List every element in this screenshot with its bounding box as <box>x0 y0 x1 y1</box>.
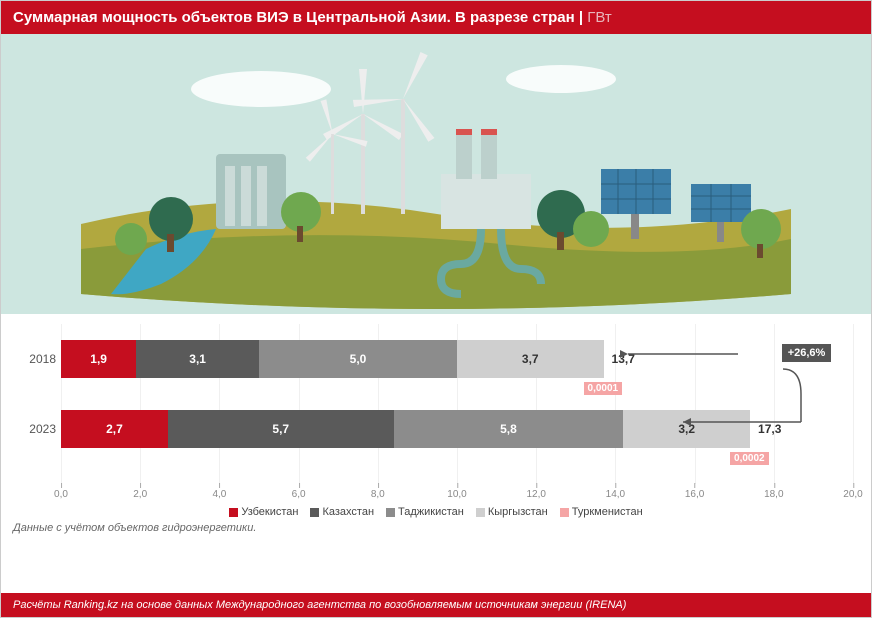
bar-segment: 3,7 <box>457 340 604 378</box>
bar-segment: 3,1 <box>136 340 259 378</box>
chart-area: 0,02,04,06,08,010,012,014,016,018,020,0 2… <box>21 324 851 504</box>
x-tick: 14,0 <box>606 489 625 500</box>
x-tick: 12,0 <box>526 489 545 500</box>
bar-segment: 2,7 <box>61 410 168 448</box>
x-tick: 4,0 <box>212 489 226 500</box>
year-label: 2023 <box>21 422 56 436</box>
x-tick: 0,0 <box>54 489 68 500</box>
x-tick: 6,0 <box>292 489 306 500</box>
x-tick: 16,0 <box>685 489 704 500</box>
bar-segment: 5,7 <box>168 410 394 448</box>
legend: Узбекистан Казахстан Таджикистан Кыргызстан… <box>21 506 851 518</box>
header-title: Суммарная мощность объектов ВИЭ в Центра… <box>13 9 575 26</box>
source-footer: Расчёты Ranking.kz на основе данных Межд… <box>1 593 871 617</box>
x-tick: 8,0 <box>371 489 385 500</box>
x-tick: 20,0 <box>843 489 862 500</box>
legend-item: Казахстан <box>310 506 374 518</box>
legend-swatch <box>310 508 319 517</box>
x-axis: 0,02,04,06,08,010,012,014,016,018,020,0 <box>61 483 851 484</box>
legend-swatch <box>476 508 485 517</box>
bar-segment: 5,8 <box>394 410 624 448</box>
infographic-container: Суммарная мощность объектов ВИЭ в Центра… <box>0 0 872 618</box>
legend-item: Туркменистан <box>560 506 643 518</box>
growth-arrow <box>623 344 823 464</box>
year-label: 2018 <box>21 352 56 366</box>
legend-swatch <box>560 508 569 517</box>
x-tick: 18,0 <box>764 489 783 500</box>
chart-wrap: 0,02,04,06,08,010,012,014,016,018,020,02… <box>1 314 871 518</box>
x-tick: 10,0 <box>447 489 466 500</box>
legend-swatch <box>229 508 238 517</box>
legend-item: Кыргызстан <box>476 506 548 518</box>
legend-item: Узбекистан <box>229 506 298 518</box>
legend-swatch <box>386 508 395 517</box>
energy-illustration-svg <box>1 34 871 314</box>
bar-segment: 1,9 <box>61 340 136 378</box>
header-unit: ГВт <box>587 9 612 26</box>
bar-segment: 5,0 <box>259 340 457 378</box>
x-tick: 2,0 <box>133 489 147 500</box>
footnote: Данные с учётом объектов гидроэнергетики… <box>1 518 871 538</box>
header-bar: Суммарная мощность объектов ВИЭ в Центра… <box>1 1 871 34</box>
header-sep: | <box>575 9 588 26</box>
tiny-value-label: 0,0001 <box>584 382 623 395</box>
legend-item: Таджикистан <box>386 506 464 518</box>
illustration <box>1 34 871 314</box>
